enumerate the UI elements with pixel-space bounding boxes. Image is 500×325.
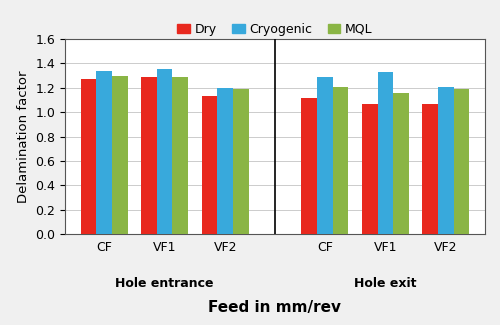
Bar [218, 88, 233, 234]
Bar [393, 93, 409, 234]
Bar [454, 89, 469, 234]
Bar [112, 76, 128, 234]
Y-axis label: Delamination factor: Delamination factor [16, 70, 30, 203]
Text: Hole exit: Hole exit [354, 277, 416, 290]
Bar [422, 104, 438, 234]
Bar [362, 104, 378, 234]
Text: Hole entrance: Hole entrance [116, 277, 214, 290]
Bar [317, 77, 332, 234]
Bar [332, 86, 348, 234]
Bar [233, 89, 248, 234]
Bar [96, 71, 112, 234]
Bar [438, 86, 454, 234]
Bar [172, 77, 188, 234]
Bar [302, 98, 317, 234]
Bar [157, 70, 172, 234]
Bar [202, 96, 218, 234]
Bar [141, 77, 157, 234]
Text: Feed in mm/rev: Feed in mm/rev [208, 300, 342, 315]
Legend: Dry, Cryogenic, MQL: Dry, Cryogenic, MQL [172, 18, 378, 41]
Bar [378, 72, 393, 234]
Bar [80, 79, 96, 234]
